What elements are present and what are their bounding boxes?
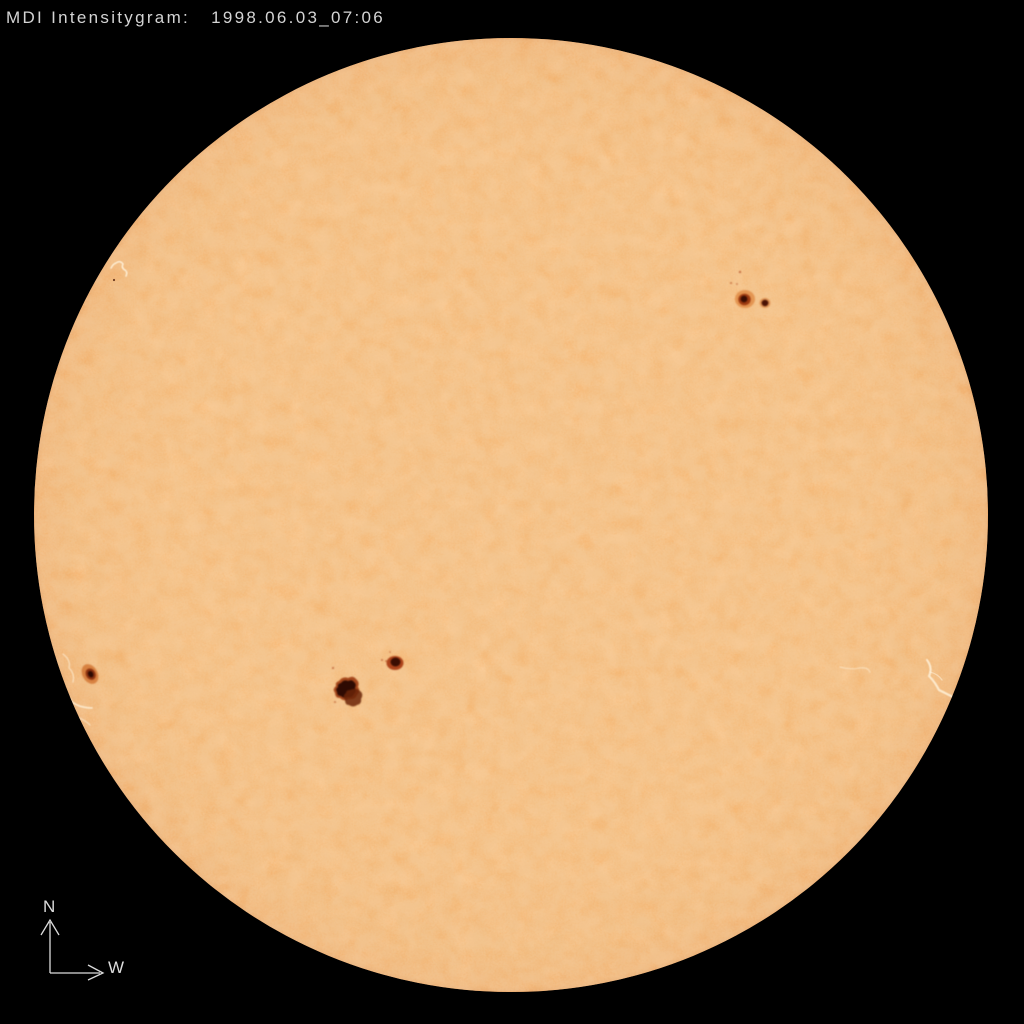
- svg-text:W: W: [108, 958, 124, 977]
- svg-text:N: N: [43, 897, 55, 916]
